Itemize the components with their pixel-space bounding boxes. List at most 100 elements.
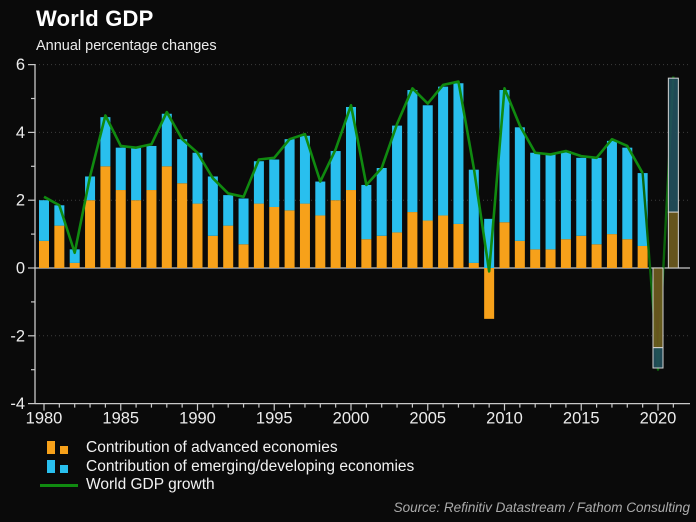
legend-item-gdp-line: World GDP growth <box>40 476 414 495</box>
bar-1999-advanced <box>330 200 341 268</box>
bar-1982-emerging <box>69 249 80 263</box>
bar-1981-emerging <box>54 205 65 226</box>
bar-1992-advanced <box>223 225 234 268</box>
bar-2012-emerging <box>530 152 541 250</box>
bar-1987-advanced <box>146 190 157 268</box>
y-tick-label: 0 <box>16 260 25 278</box>
bar-1987-emerging <box>146 145 157 191</box>
bar-2012-advanced <box>530 249 541 268</box>
bar-2006-emerging <box>438 86 449 216</box>
bar-1986-emerging <box>131 147 142 201</box>
bar-2003-emerging <box>392 125 403 233</box>
emerging-economies-swatch-icon <box>45 458 86 477</box>
bar-2014-advanced <box>560 239 571 268</box>
bar-1983-advanced <box>85 200 96 268</box>
bar-1998-advanced <box>315 215 326 268</box>
bar-2006-advanced <box>438 215 449 268</box>
bar-1994-advanced <box>253 203 264 268</box>
bar-1984-advanced <box>100 166 111 268</box>
bar-2001-emerging <box>361 184 372 240</box>
bar-2009-advanced <box>484 268 495 319</box>
bar-2015-advanced <box>576 235 587 268</box>
y-axis-ticks: -4 -2 0 2 4 6 <box>10 56 35 413</box>
source-credit: Source: Refinitiv Datastream / Fathom Co… <box>393 500 690 515</box>
bar-2019-advanced <box>637 245 648 268</box>
x-tick-label: 2010 <box>486 410 523 428</box>
bar-2015-emerging <box>576 157 587 236</box>
bar-1998-emerging <box>315 181 326 216</box>
bar-1990-emerging <box>192 152 203 204</box>
y-tick-label: 2 <box>16 192 25 210</box>
bar-2005-advanced <box>422 220 433 268</box>
bar-2020-emerging <box>652 347 664 369</box>
bar-1985-advanced <box>115 190 126 268</box>
bar-1983-emerging <box>85 176 96 201</box>
bar-1989-advanced <box>177 183 188 268</box>
chart-subtitle: Annual percentage changes <box>36 38 217 54</box>
bar-1996-emerging <box>284 139 295 211</box>
y-tick-label: -2 <box>10 327 25 345</box>
x-tick-label: 2015 <box>563 410 600 428</box>
legend-label-advanced: Contribution of advanced economies <box>86 439 338 457</box>
y-tick-label: -4 <box>10 395 25 413</box>
bar-2002-advanced <box>376 235 387 268</box>
bar-2017-emerging <box>606 140 617 235</box>
bar-2002-emerging <box>376 167 387 236</box>
bar-2007-emerging <box>453 83 464 224</box>
bar-2018-advanced <box>622 239 633 268</box>
bar-2019-emerging <box>637 173 648 246</box>
x-tick-label: 2000 <box>333 410 370 428</box>
bar-1989-emerging <box>177 139 188 184</box>
bar-2013-emerging <box>545 154 556 250</box>
contribution-bars <box>39 83 648 319</box>
bar-2016-advanced <box>591 244 602 268</box>
bar-2020-advanced <box>652 267 664 349</box>
bar-2000-advanced <box>346 190 356 268</box>
bar-1986-advanced <box>131 200 142 268</box>
bar-2011-emerging <box>514 127 525 241</box>
legend-label-emerging: Contribution of emerging/developing econ… <box>86 457 415 475</box>
bar-1995-advanced <box>269 206 280 268</box>
bar-2000-emerging <box>346 106 356 191</box>
bar-2017-advanced <box>606 234 617 268</box>
bar-2005-emerging <box>422 105 433 221</box>
bar-2013-advanced <box>545 249 556 268</box>
bar-2007-advanced <box>453 223 464 268</box>
legend-item-advanced: Contribution of advanced economies <box>45 439 414 458</box>
bar-1988-advanced <box>161 166 172 268</box>
bar-1981-advanced <box>54 225 65 268</box>
bar-1994-emerging <box>253 161 264 204</box>
advanced-economies-swatch-icon <box>45 439 86 458</box>
forecast-bars <box>652 77 679 369</box>
bar-1990-advanced <box>192 203 203 268</box>
x-tick-label: 2005 <box>409 410 446 428</box>
x-axis-ticks: 1980 1985 1990 1995 2000 2005 2010 2015 2020 <box>26 403 676 428</box>
bar-1992-emerging <box>223 195 234 226</box>
bar-1980-advanced <box>39 240 49 268</box>
bar-1999-emerging <box>330 151 341 201</box>
bar-1988-emerging <box>161 113 172 167</box>
bar-1993-emerging <box>238 198 249 245</box>
bar-1980-emerging <box>39 200 49 241</box>
bar-2008-advanced <box>468 262 479 268</box>
bar-2016-emerging <box>591 157 602 245</box>
bar-2003-advanced <box>392 232 403 268</box>
gdp-growth-line-swatch-icon <box>40 476 86 495</box>
bar-1996-advanced <box>284 210 295 268</box>
bar-1997-advanced <box>299 203 310 268</box>
world-gdp-growth-line <box>43 80 644 273</box>
bar-2008-emerging <box>468 169 479 263</box>
x-tick-label: 1980 <box>26 410 63 428</box>
chart-title: World GDP <box>36 6 154 31</box>
bar-2011-advanced <box>514 240 525 268</box>
bar-1985-emerging <box>115 147 126 191</box>
bar-2014-emerging <box>560 151 571 240</box>
bar-2001-advanced <box>361 239 372 268</box>
x-tick-label: 1995 <box>256 410 293 428</box>
y-tick-label: 4 <box>16 124 25 142</box>
bar-1984-emerging <box>100 117 111 167</box>
bar-2010-emerging <box>499 90 510 223</box>
bar-2004-advanced <box>407 212 418 268</box>
